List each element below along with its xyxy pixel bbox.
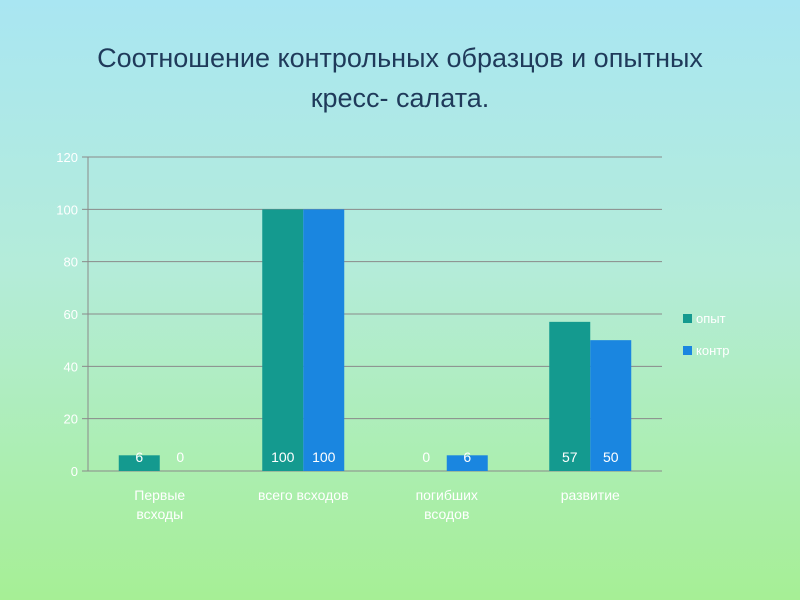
data-label: 100 [271,449,295,465]
y-tick-label: 60 [64,307,78,322]
bar [118,455,160,471]
data-label: 50 [603,449,619,465]
data-label: 6 [135,449,143,465]
y-tick-label: 40 [64,359,78,374]
data-label: 0 [176,449,184,465]
data-label: 6 [463,449,471,465]
y-tick-label: 100 [56,202,78,217]
bar [262,209,304,472]
bar [303,209,345,472]
legend-swatch [683,314,692,323]
bar [549,321,591,471]
slide-title: Соотношение контрольных образцов и опытн… [40,38,760,118]
data-label: 57 [562,449,578,465]
x-category-label: всего всходов [258,487,349,503]
bar [446,455,488,471]
legend-label: контр [696,343,729,358]
y-tick-label: 120 [56,150,78,165]
y-tick-label: 20 [64,412,78,427]
bar [590,340,632,471]
y-tick-label: 80 [64,255,78,270]
x-category-label: Первые [134,487,185,503]
slide-title-line-2: кресс- салата. [310,83,490,113]
legend-swatch [683,346,692,355]
x-category-label: развитие [561,487,620,503]
x-category-label: всодов [424,506,469,522]
data-label: 100 [312,449,336,465]
y-tick-label: 0 [71,464,78,479]
data-label: 0 [422,449,430,465]
x-category-label: всходы [136,506,183,522]
legend-label: опыт [696,311,726,326]
x-category-label: погибших [416,487,478,503]
slide-title-line-1: Соотношение контрольных образцов и опытн… [97,43,703,73]
